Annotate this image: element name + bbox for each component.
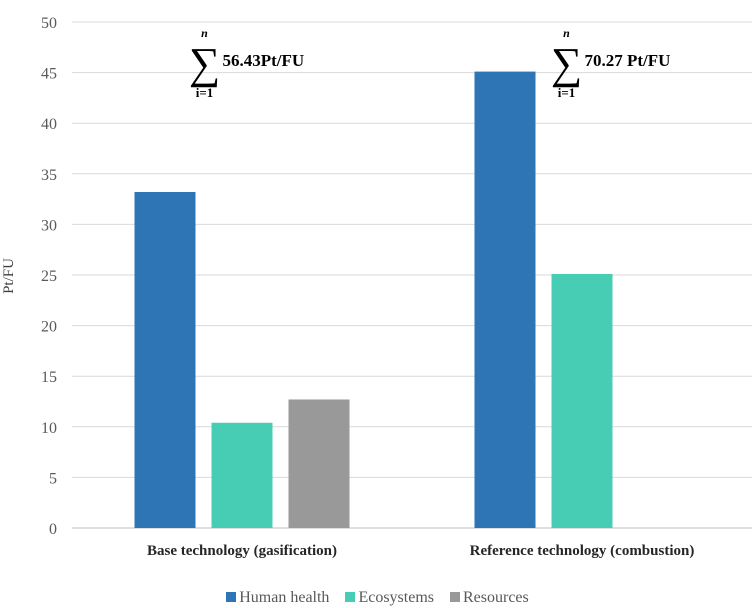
x-axis-labels: Base technology (gasification) Reference … <box>147 543 694 559</box>
y-tick-label: 10 <box>41 420 57 437</box>
sum-lower-limit: i=1 <box>196 85 214 100</box>
x-category-label: Base technology (gasification) <box>147 543 337 559</box>
legend-swatch <box>226 592 237 602</box>
sigma-symbol: ∑ <box>189 39 220 88</box>
y-axis-title: Pt/FU <box>1 258 17 294</box>
y-axis-ticks: 0 5 10 15 20 25 30 35 40 45 50 <box>41 15 57 538</box>
legend: Human health Ecosystems Resources <box>0 588 755 608</box>
bar-human-health <box>474 71 536 528</box>
sum-total-label: 70.27 Pt/FU <box>585 51 671 70</box>
y-tick-label: 20 <box>41 319 57 336</box>
legend-item: Resources <box>449 588 529 608</box>
legend-swatch <box>449 592 460 602</box>
bar-human-health <box>134 192 196 529</box>
sigma-symbol: ∑ <box>551 39 582 88</box>
y-tick-label: 30 <box>41 217 57 234</box>
sum-annotation: n∑i=1 70.27 Pt/FU <box>551 26 671 100</box>
legend-label: Resources <box>462 589 529 606</box>
y-tick-label: 25 <box>41 268 57 285</box>
y-tick-label: 40 <box>41 116 57 133</box>
bar-chart: 0 5 10 15 20 25 30 35 40 45 50 Base technology (ga… <box>1 15 752 559</box>
sum-total-label: 56.43Pt/FU <box>223 51 305 70</box>
legend-swatch <box>345 592 356 602</box>
y-tick-label: 0 <box>49 521 57 538</box>
x-category-label: Reference technology (combustion) <box>470 543 695 559</box>
legend-label: Human health <box>239 589 330 606</box>
bar-resources <box>288 399 350 528</box>
bar-ecosystems <box>551 273 613 528</box>
sum-upper-limit: n <box>201 26 208 40</box>
bars <box>134 71 613 529</box>
sum-lower-limit: i=1 <box>558 85 576 100</box>
legend-label: Ecosystems <box>358 589 434 606</box>
y-tick-label: 50 <box>41 15 57 32</box>
legend-item: Human health <box>226 588 329 608</box>
y-tick-label: 15 <box>41 369 57 386</box>
y-tick-label: 45 <box>41 66 57 83</box>
sum-annotation: n∑i=1 56.43Pt/FU <box>189 26 304 100</box>
bar-ecosystems <box>211 422 273 528</box>
y-tick-label: 35 <box>41 167 57 184</box>
y-tick-label: 5 <box>49 470 57 487</box>
sum-annotations: n∑i=156.43Pt/FUn∑i=170.27 Pt/FU <box>189 26 671 100</box>
sum-upper-limit: n <box>563 26 570 40</box>
legend-item: Ecosystems <box>345 588 434 608</box>
